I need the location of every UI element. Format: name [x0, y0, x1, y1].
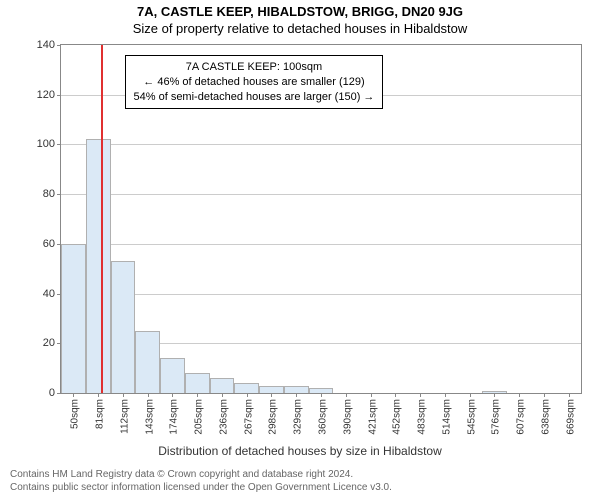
x-tick-label: 174sqm: [165, 399, 180, 435]
x-tick-mark: [172, 393, 173, 397]
credit-line-1: Contains HM Land Registry data © Crown c…: [10, 468, 392, 481]
y-tick-label: 140: [37, 39, 61, 51]
y-tick-label: 0: [49, 387, 61, 399]
credits: Contains HM Land Registry data © Crown c…: [10, 468, 392, 494]
reference-line: [101, 45, 103, 393]
x-tick-mark: [222, 393, 223, 397]
x-tick-label: 514sqm: [437, 399, 452, 435]
x-tick-label: 576sqm: [487, 399, 502, 435]
bar: [259, 386, 284, 393]
x-tick-label: 483sqm: [413, 399, 428, 435]
bar: [135, 331, 160, 393]
annotation-line2: ← 46% of detached houses are smaller (12…: [134, 75, 375, 90]
gridline: [61, 144, 581, 145]
y-tick-label: 20: [43, 337, 61, 349]
bar: [210, 378, 235, 393]
x-tick-mark: [271, 393, 272, 397]
gridline: [61, 244, 581, 245]
y-tick-label: 120: [37, 89, 61, 101]
x-tick-mark: [494, 393, 495, 397]
x-tick-mark: [346, 393, 347, 397]
x-tick-mark: [148, 393, 149, 397]
bar: [160, 358, 185, 393]
x-tick-label: 50sqm: [66, 399, 81, 429]
title-subtitle: Size of property relative to detached ho…: [0, 19, 600, 38]
bar: [61, 244, 86, 393]
x-axis-label: Distribution of detached houses by size …: [0, 444, 600, 458]
annotation-line3: 54% of semi-detached houses are larger (…: [134, 90, 375, 105]
bar: [234, 383, 259, 393]
x-tick-label: 329sqm: [289, 399, 304, 435]
annotation-line1: 7A CASTLE KEEP: 100sqm: [134, 60, 375, 75]
bar: [86, 139, 111, 393]
bar: [284, 386, 309, 393]
x-tick-mark: [371, 393, 372, 397]
bar: [185, 373, 210, 393]
plot-area: 02040608010012014050sqm81sqm112sqm143sqm…: [60, 44, 582, 394]
x-tick-mark: [420, 393, 421, 397]
x-tick-label: 236sqm: [214, 399, 229, 435]
gridline: [61, 194, 581, 195]
x-tick-label: 452sqm: [388, 399, 403, 435]
x-tick-mark: [445, 393, 446, 397]
x-tick-label: 205sqm: [190, 399, 205, 435]
bar: [111, 261, 136, 393]
gridline: [61, 294, 581, 295]
x-tick-label: 545sqm: [462, 399, 477, 435]
x-tick-label: 607sqm: [512, 399, 527, 435]
x-tick-label: 298sqm: [264, 399, 279, 435]
annotation-box: 7A CASTLE KEEP: 100sqm← 46% of detached …: [125, 55, 384, 110]
x-tick-mark: [247, 393, 248, 397]
x-tick-label: 669sqm: [561, 399, 576, 435]
credit-line-2: Contains public sector information licen…: [10, 481, 392, 494]
y-tick-label: 100: [37, 138, 61, 150]
x-tick-label: 143sqm: [140, 399, 155, 435]
x-tick-mark: [296, 393, 297, 397]
x-tick-mark: [569, 393, 570, 397]
title-address: 7A, CASTLE KEEP, HIBALDSTOW, BRIGG, DN20…: [0, 0, 600, 19]
x-tick-mark: [395, 393, 396, 397]
x-tick-label: 638sqm: [536, 399, 551, 435]
y-tick-label: 60: [43, 238, 61, 250]
x-tick-mark: [544, 393, 545, 397]
x-tick-label: 390sqm: [338, 399, 353, 435]
x-tick-mark: [321, 393, 322, 397]
x-tick-mark: [73, 393, 74, 397]
x-tick-label: 81sqm: [91, 399, 106, 429]
chart-container: 7A, CASTLE KEEP, HIBALDSTOW, BRIGG, DN20…: [0, 0, 600, 500]
x-tick-label: 360sqm: [314, 399, 329, 435]
x-tick-mark: [470, 393, 471, 397]
x-tick-label: 112sqm: [115, 399, 130, 434]
x-tick-label: 421sqm: [363, 399, 378, 435]
x-tick-label: 267sqm: [239, 399, 254, 435]
x-tick-mark: [123, 393, 124, 397]
x-tick-mark: [519, 393, 520, 397]
y-tick-label: 80: [43, 188, 61, 200]
x-tick-mark: [197, 393, 198, 397]
y-tick-label: 40: [43, 288, 61, 300]
x-tick-mark: [98, 393, 99, 397]
